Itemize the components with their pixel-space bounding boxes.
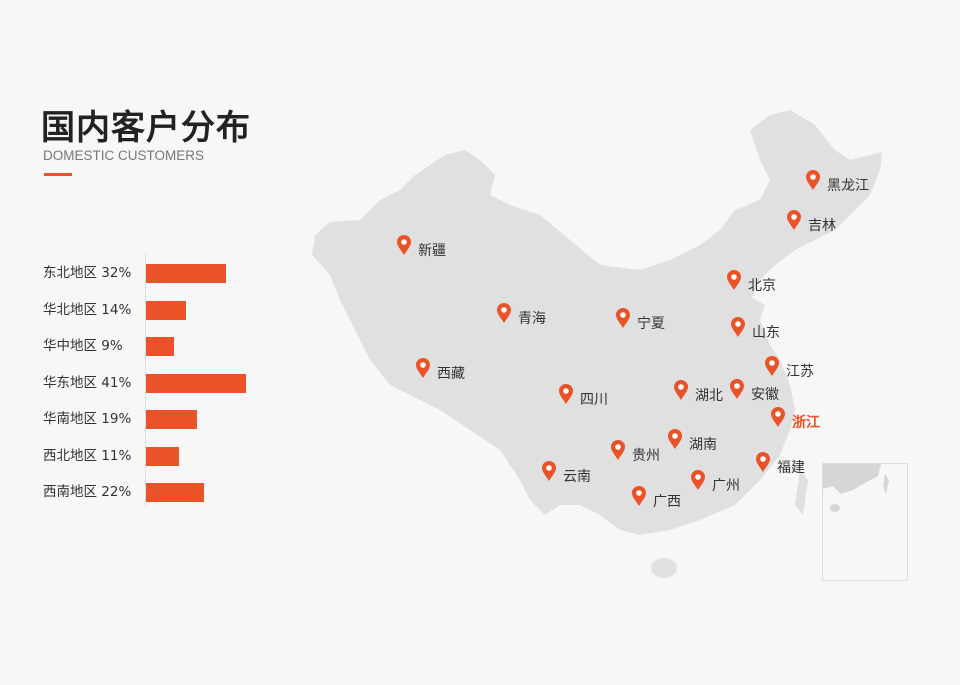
map-location-label: 北京	[748, 278, 776, 294]
map-pin-dot	[678, 384, 684, 390]
map-pin-dot	[810, 174, 816, 180]
bar-label: 华中地区 9%	[43, 338, 123, 354]
map-pin-icon[interactable]	[674, 380, 688, 400]
chart-axis-line	[145, 253, 146, 506]
page-title: 国内客户分布	[41, 108, 251, 148]
bar-西南地区	[146, 483, 204, 502]
map-pin-dot	[501, 307, 507, 313]
map-pin-icon[interactable]	[632, 486, 646, 506]
map-pin-icon[interactable]	[668, 429, 682, 449]
map-pin-icon[interactable]	[771, 407, 785, 427]
bar-华北地区	[146, 300, 186, 320]
map-pin-dot	[731, 274, 737, 280]
map-pin-dot	[734, 383, 740, 389]
map-location-label: 广州	[712, 478, 740, 494]
bar-label: 华东地区 41%	[43, 374, 132, 391]
map-pin-icon[interactable]	[691, 470, 705, 490]
map-location-label: 湖北	[695, 388, 723, 404]
map-pin-dot	[775, 411, 781, 417]
map-location-label: 湖南	[689, 437, 717, 453]
map-location-label: 贵州	[632, 448, 660, 464]
map-location-label: 江苏	[786, 364, 814, 380]
map-pin-dot	[401, 239, 407, 245]
map-pin-dot	[546, 465, 552, 471]
map-location-label: 黑龙江	[827, 178, 869, 194]
map-pin-icon[interactable]	[730, 379, 744, 399]
map-location-label: 吉林	[808, 218, 836, 234]
bar-华中地区	[146, 337, 175, 356]
bar-华南地区	[146, 410, 197, 429]
map-pin-icon[interactable]	[806, 170, 820, 190]
map-pin-icon[interactable]	[497, 303, 511, 323]
map-pin-dot	[615, 444, 621, 450]
bar-西北地区	[146, 446, 179, 466]
map-location-label: 山东	[752, 325, 780, 341]
map-pin-dot	[636, 490, 642, 496]
bar-东北地区	[146, 264, 226, 283]
map-location-label: 四川	[580, 392, 608, 408]
map-pin-dot	[769, 360, 775, 366]
map-pin-icon[interactable]	[787, 210, 801, 230]
map-pin-dot	[620, 312, 626, 318]
bar-label: 华北地区 14%	[43, 301, 132, 318]
map-pin-dot	[695, 474, 701, 480]
map-location-label: 青海	[518, 311, 546, 327]
map-location-label: 新疆	[418, 243, 446, 259]
map-location-label: 安徽	[751, 387, 779, 403]
map-location-label: 西藏	[437, 366, 465, 382]
map-pin-dot	[760, 456, 766, 462]
bar-label: 西北地区 11%	[43, 447, 132, 464]
south-china-sea-inset	[822, 463, 908, 581]
china-mainland-shape	[312, 110, 882, 535]
map-pin-icon[interactable]	[397, 235, 411, 255]
map-pin-dot	[420, 362, 426, 368]
taiwan-shape	[795, 470, 808, 515]
map-pin-dot	[791, 214, 797, 220]
page-subtitle: DOMESTIC CUSTOMERS	[43, 148, 205, 163]
map-location-label: 浙江	[792, 415, 820, 431]
map-pin-icon[interactable]	[611, 440, 625, 460]
bar-华东地区	[146, 373, 247, 393]
map-pin-icon[interactable]	[542, 461, 556, 481]
map-pin-icon[interactable]	[731, 317, 745, 337]
map-location-label: 云南	[563, 469, 591, 485]
bar-label: 西南地区 22%	[43, 484, 132, 500]
map-pin-dot	[735, 321, 741, 327]
map-pin-icon[interactable]	[416, 358, 430, 378]
map-pin-icon[interactable]	[616, 308, 630, 328]
hainan-shape	[651, 558, 677, 578]
map-location-label: 广西	[653, 494, 681, 510]
map-pin-dot	[563, 388, 569, 394]
bar-label: 东北地区 32%	[43, 265, 132, 281]
bar-label: 华南地区 19%	[43, 411, 132, 427]
map-pin-icon[interactable]	[756, 452, 770, 472]
map-pin-icon[interactable]	[727, 270, 741, 290]
map-pin-icon[interactable]	[765, 356, 779, 376]
title-accent-line	[44, 173, 72, 176]
map-location-label: 宁夏	[637, 316, 665, 332]
map-pin-icon[interactable]	[559, 384, 573, 404]
map-pin-dot	[672, 433, 678, 439]
map-location-label: 福建	[777, 460, 805, 476]
